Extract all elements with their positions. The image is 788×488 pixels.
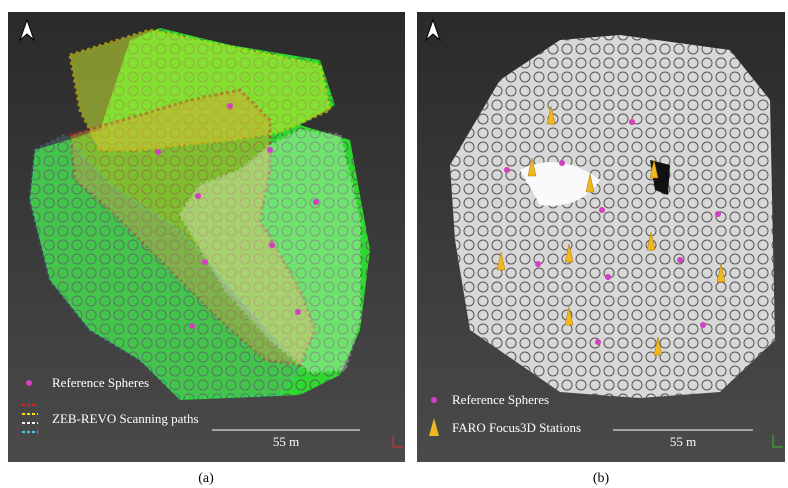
point-cloud-texture [450,35,775,398]
scale-label: 55 m [670,434,696,449]
legend-label: Reference Spheres [52,375,149,390]
caption: (a) [198,471,214,486]
caption: (b) [593,471,610,486]
legend-sphere-icon [26,380,32,386]
legend-label: ZEB-REVO Scanning paths [52,411,199,426]
panel-b: Reference Spheres FARO Focus3D Stations … [417,12,785,486]
scale-label: 55 m [273,434,299,449]
legend-sphere-icon [431,397,437,403]
legend-label: Reference Spheres [452,392,549,407]
page: {"panels": [ {"legend": ["Reference Sphe… [0,0,788,488]
legend-label: FARO Focus3D Stations [452,420,581,435]
panel-a: Reference Spheres ZEB-REVO Scanning path… [8,12,405,486]
figure: Reference Spheres ZEB-REVO Scanning path… [0,0,788,488]
